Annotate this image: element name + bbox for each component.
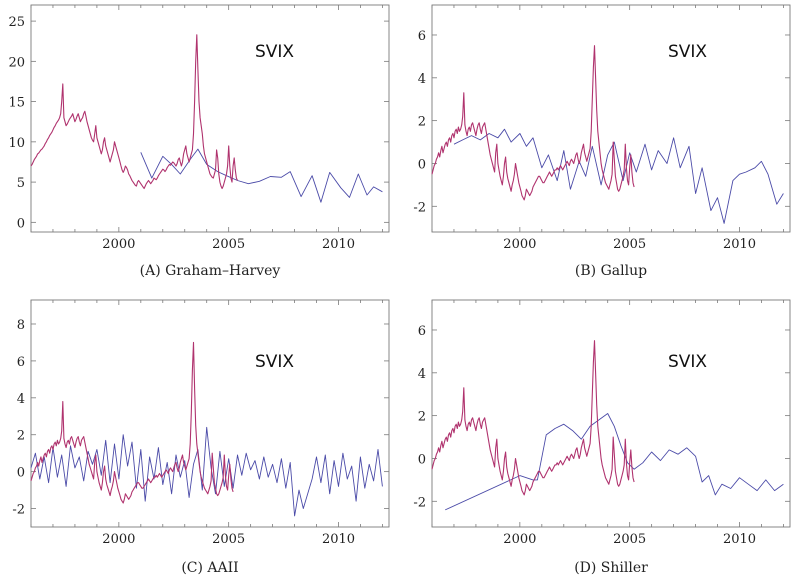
series-lines [431,340,784,511]
x-tick-label: 2000 [503,532,536,547]
sentiment-series-line [453,128,784,224]
y-tick-label: 2 [418,410,426,425]
tick-labels: 2000 2005 2010 -2 0 2 4 6 8 [12,318,355,547]
tick-labels: 2000 2005 2010 0 5 10 15 20 25 [8,15,355,252]
y-tick-label: -2 [12,503,25,518]
y-tick-label: 8 [17,318,25,333]
plot-frame [30,299,390,528]
svix-annotation: SVIX [668,42,707,62]
x-tick-label: 2010 [322,237,355,252]
y-tick-label: 4 [17,392,25,407]
sentiment-series-line [30,426,383,517]
panel-caption: (A) Graham–Harvey [140,263,281,279]
y-tick-label: 4 [418,72,426,87]
x-tick-label: 2005 [613,237,646,252]
x-tick-label: 2005 [212,237,245,252]
panel-graham-harvey: 2000 2005 2010 0 5 10 15 20 25 SVIX (A) Graham–H… [8,4,390,279]
y-tick-label: 6 [418,324,426,339]
panel-gallup: 2000 2005 2010 -2 0 2 4 6 SVIX (B) Gallup [413,4,791,279]
x-tick-label: 2010 [723,237,756,252]
tick-marks [431,300,790,527]
y-tick-label: 20 [8,55,25,70]
svix-series-line [431,340,635,496]
series-lines [30,34,383,203]
sentiment-series-line [445,413,784,511]
y-tick-label: 0 [418,452,426,467]
y-tick-label: 2 [418,115,426,130]
y-tick-label: 0 [418,157,426,172]
plot-frame [431,299,791,528]
series-lines [30,341,383,517]
x-tick-label: 2005 [613,532,646,547]
y-tick-label: 15 [8,96,25,111]
svix-annotation: SVIX [668,352,707,372]
y-tick-label: -2 [413,200,426,215]
panel-shiller: 2000 2005 2010 -2 0 2 4 6 SVIX (D) Shiller [413,299,791,576]
x-tick-label: 2000 [102,532,135,547]
tick-marks [30,5,389,232]
sentiment-series-line [140,148,383,203]
tick-labels: 2000 2005 2010 -2 0 2 4 6 [413,29,756,252]
x-tick-label: 2005 [212,532,245,547]
panel-caption: (C) AAII [181,560,238,576]
plot-frame [431,4,791,233]
y-tick-label: 5 [17,176,25,191]
svix-annotation: SVIX [255,352,294,372]
x-tick-label: 2000 [102,237,135,252]
x-tick-label: 2010 [723,532,756,547]
y-tick-label: 10 [8,136,25,151]
y-tick-label: -2 [413,495,426,510]
tick-marks [431,5,790,232]
y-tick-label: 0 [17,466,25,481]
svix-annotation: SVIX [255,42,294,62]
y-tick-label: 4 [418,367,426,382]
x-tick-label: 2000 [503,237,536,252]
svix-series-line [30,34,238,190]
y-tick-label: 2 [17,429,25,444]
panel-aaii: 2000 2005 2010 -2 0 2 4 6 8 SVIX (C) AAII [12,299,390,576]
y-tick-label: 0 [17,216,25,231]
tick-marks [30,300,389,527]
plot-frame [30,4,390,233]
x-tick-label: 2010 [322,532,355,547]
panel-caption: (D) Shiller [574,560,648,576]
panel-caption: (B) Gallup [575,263,647,279]
y-tick-label: 6 [418,29,426,44]
svix-series-line [431,45,635,201]
series-lines [431,45,784,224]
svix-series-line [30,341,234,504]
y-tick-label: 25 [8,15,25,30]
y-tick-label: 6 [17,355,25,370]
tick-labels: 2000 2005 2010 -2 0 2 4 6 [413,324,756,547]
